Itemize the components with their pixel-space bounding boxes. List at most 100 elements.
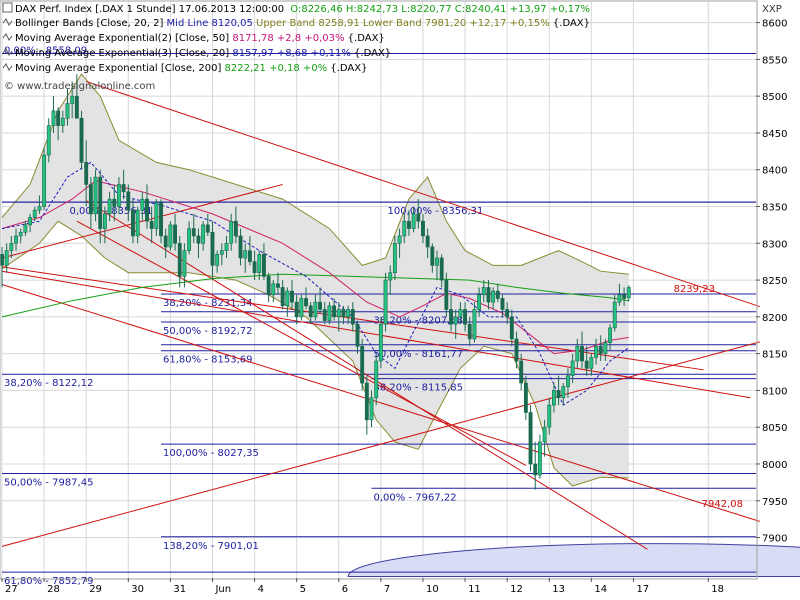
candle-116 — [542, 419, 547, 457]
candle-body-1 — [4, 250, 9, 266]
candle-body-88 — [411, 213, 416, 229]
candle-123 — [575, 338, 580, 369]
x-tick-label-31: 31 — [173, 584, 186, 595]
fib-label-10: 100,00% - 8027,35 — [163, 448, 259, 459]
candle-body-81 — [378, 323, 383, 362]
x-tick-label-29: 29 — [89, 584, 102, 595]
candle-body-43 — [201, 224, 206, 244]
candle-53 — [247, 235, 252, 266]
candle-body-60 — [280, 287, 285, 307]
chart-title: DAX Perf. Index [.DAX 1 Stunde] 17.06.20… — [15, 4, 284, 15]
candle-26 — [121, 169, 126, 200]
x-tick-label-5: 5 — [300, 584, 306, 595]
candle-73 — [341, 305, 346, 325]
candle-99 — [463, 302, 468, 332]
candle-body-65 — [304, 298, 308, 307]
y-tick-label-7900: 7900 — [762, 534, 787, 545]
candle-body-125 — [584, 360, 589, 369]
candle-body-132 — [617, 294, 622, 303]
candle-body-27 — [126, 191, 131, 211]
candle-89 — [416, 199, 421, 229]
candle-88 — [411, 206, 416, 233]
candle-body-16 — [74, 95, 79, 119]
indicator-legend: Bollinger Bands [Close, 20, 2] Mid Line … — [2, 18, 590, 74]
candle-body-40 — [187, 228, 192, 251]
candle-body-35 — [163, 235, 168, 248]
plot-frame — [0, 0, 758, 580]
y-tick-label-8450: 8450 — [762, 129, 787, 140]
fib-label-12: 0,00% - 7967,22 — [374, 492, 457, 503]
candle-body-49 — [229, 220, 234, 244]
candle-body-91 — [425, 235, 430, 248]
candle-79 — [369, 390, 374, 428]
candle-9 — [42, 147, 47, 211]
candle-body-63 — [294, 301, 299, 318]
candle-body-52 — [243, 250, 248, 259]
candle-109 — [509, 309, 514, 347]
candle-body-34 — [159, 202, 163, 237]
candle-19 — [88, 177, 93, 229]
candle-body-85 — [397, 235, 402, 244]
candle-40 — [187, 221, 192, 255]
candle-body-101 — [472, 309, 477, 340]
candle-108 — [505, 302, 510, 325]
candle-body-62 — [290, 290, 294, 303]
candle-107 — [500, 294, 505, 317]
candle-body-107 — [500, 298, 505, 310]
candle-85 — [397, 228, 402, 258]
candle-80 — [374, 353, 379, 406]
candle-37 — [173, 213, 178, 251]
candle-22 — [102, 206, 107, 244]
candle-5 — [23, 221, 28, 236]
indicator-line-0: Bollinger Bands [Close, 20, 2] Mid Line … — [15, 18, 590, 29]
candle-7 — [32, 206, 37, 222]
candle-24 — [112, 184, 117, 222]
candle-body-2 — [9, 242, 14, 251]
candle-body-106 — [495, 290, 500, 299]
candle-4 — [18, 228, 23, 244]
indicator-icon-1 — [2, 33, 13, 41]
candle-body-134 — [626, 287, 631, 299]
candle-59 — [276, 272, 280, 295]
candle-25 — [116, 177, 121, 214]
candle-63 — [294, 294, 299, 325]
candle-body-133 — [622, 294, 627, 299]
y-tick-label-8200: 8200 — [762, 313, 787, 324]
candle-16 — [74, 74, 79, 119]
ema-20-line — [1, 161, 630, 406]
indicator-part-0-1: Mid Line 8120,05 — [167, 18, 256, 29]
candle-117 — [547, 397, 552, 435]
fib-label-4: 38,20% - 8207,68 — [374, 316, 463, 327]
candle-body-82 — [383, 279, 388, 325]
candle-44 — [205, 213, 210, 236]
indicator-line-2: Moving Average Exponential(3) [Close, 20… — [15, 48, 391, 59]
x-tick-label-27: 27 — [5, 584, 18, 595]
cycle-arc-group — [347, 543, 800, 578]
candle-body-113 — [528, 412, 533, 465]
candle-47 — [219, 243, 224, 266]
y-tick-label-8500: 8500 — [762, 92, 787, 103]
candle-77 — [360, 338, 365, 391]
candle-13 — [60, 110, 65, 133]
candle-body-11 — [51, 110, 56, 126]
candle-body-121 — [566, 375, 570, 388]
candle-body-3 — [14, 235, 18, 244]
candle-body-0 — [0, 254, 4, 266]
y-tick-label-8050: 8050 — [762, 423, 787, 434]
candle-body-36 — [168, 224, 173, 248]
candle-100 — [467, 316, 472, 347]
candle-body-83 — [388, 272, 393, 281]
candle-65 — [304, 287, 308, 310]
trendline-0 — [86, 80, 760, 308]
symbol-label: XXP — [762, 4, 782, 15]
candle-body-5 — [23, 224, 28, 233]
candle-body-84 — [392, 242, 397, 274]
x-tick-label-10: 10 — [426, 584, 439, 595]
candle-91 — [425, 228, 430, 258]
candle-33 — [154, 199, 159, 236]
candle-128 — [598, 335, 603, 361]
bollinger-fill — [2, 74, 629, 486]
trendline-2 — [1, 270, 751, 399]
candle-body-80 — [374, 360, 379, 399]
